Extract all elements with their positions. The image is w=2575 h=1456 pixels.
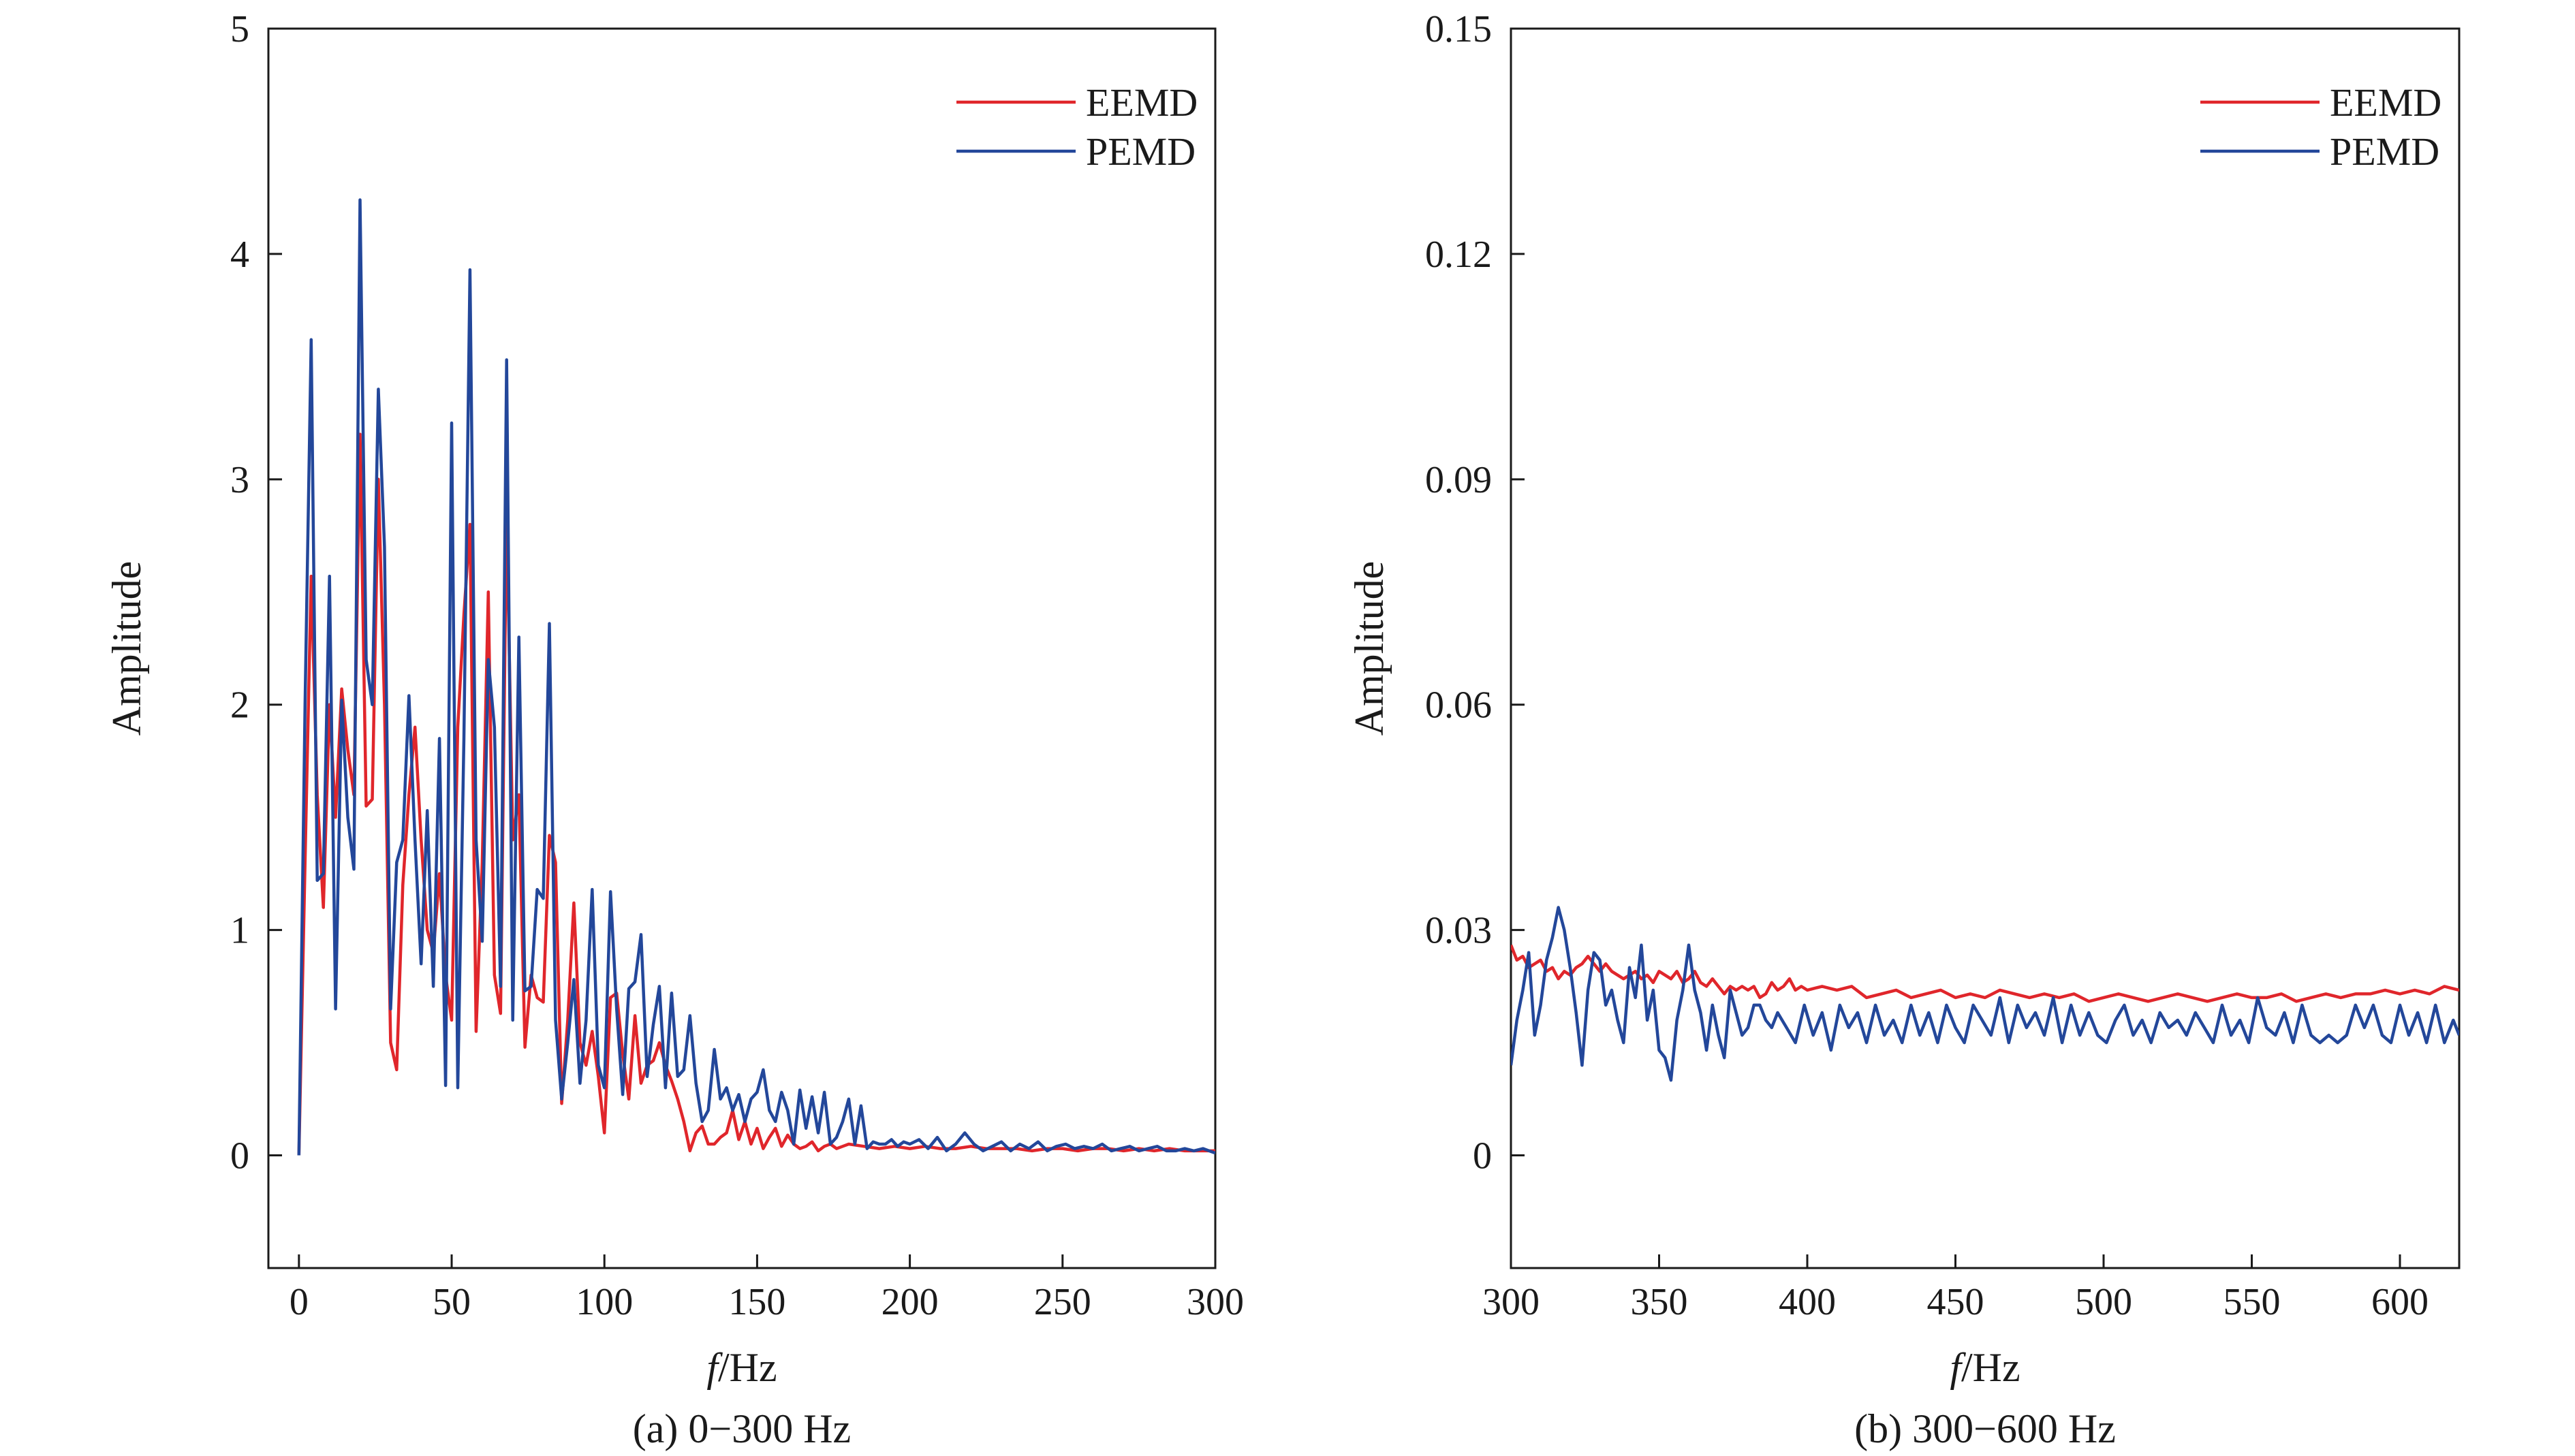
legend-label-pemd: PEMD (2330, 129, 2439, 174)
x-tick-label: 550 (2223, 1281, 2281, 1323)
plot-frame (267, 27, 1217, 1269)
legend-label-pemd: PEMD (1086, 129, 1196, 174)
y-tick-label: 0.12 (1425, 234, 1492, 276)
y-tick-label: 0.15 (1425, 8, 1492, 50)
series-line-pemd (1511, 906, 2459, 1082)
x-tick-label: 200 (881, 1281, 939, 1323)
chart-caption: (a) 0−300 Hz (633, 1406, 851, 1451)
x-axis-label-unit: /Hz (1961, 1345, 2020, 1390)
x-axis-label: f/Hz (706, 1345, 777, 1390)
x-tick-label: 500 (2075, 1281, 2132, 1323)
x-tick-label: 300 (1187, 1281, 1244, 1323)
x-tick-label: 0 (290, 1281, 309, 1323)
chart-caption: (b) 300−600 Hz (1854, 1406, 2116, 1451)
y-tick-label: 0.09 (1425, 459, 1492, 501)
x-tick-label: 450 (1927, 1281, 1984, 1323)
x-tick-label: 400 (1779, 1281, 1836, 1323)
legend-label-eemd: EEMD (2330, 80, 2441, 125)
series-line-eemd (297, 432, 1215, 1156)
x-tick-label: 350 (1631, 1281, 1688, 1323)
x-tick-label: 600 (2371, 1281, 2429, 1323)
y-tick-label: 3 (230, 459, 249, 501)
x-tick-label: 100 (576, 1281, 633, 1323)
x-axis-label-unit: /Hz (718, 1345, 777, 1390)
x-tick-label: 50 (433, 1281, 471, 1323)
y-axis-label: Amplitude (104, 561, 149, 736)
x-axis-label: f/Hz (1950, 1345, 2020, 1390)
x-tick-label: 150 (728, 1281, 785, 1323)
y-tick-label: 5 (230, 8, 249, 50)
y-axis-label: Amplitude (1347, 561, 1392, 736)
y-tick-label: 0.06 (1425, 684, 1492, 727)
y-tick-label: 4 (230, 234, 249, 276)
x-tick-label: 250 (1034, 1281, 1091, 1323)
series-line-eemd (1511, 944, 2459, 1003)
legend-label-eemd: EEMD (1086, 80, 1198, 125)
y-tick-label: 1 (230, 910, 249, 952)
series-line-pemd (297, 198, 1215, 1156)
y-tick-label: 0.03 (1425, 910, 1492, 952)
chart-panel-a: 0 50 100 150 200 250 300 0 1 2 3 4 5 f/Hz Amplitude (a)… (104, 8, 1244, 1451)
plot-frame (1510, 27, 2461, 1269)
x-tick-label: 300 (1482, 1281, 1540, 1323)
y-tick-label: 0 (1473, 1135, 1492, 1177)
y-tick-label: 0 (230, 1135, 249, 1177)
y-tick-label: 2 (230, 684, 249, 727)
chart-panel-b: 300 350 400 450 500 550 600 0 0.03 0.06 0.09 0.12 0.… (1347, 8, 2461, 1451)
